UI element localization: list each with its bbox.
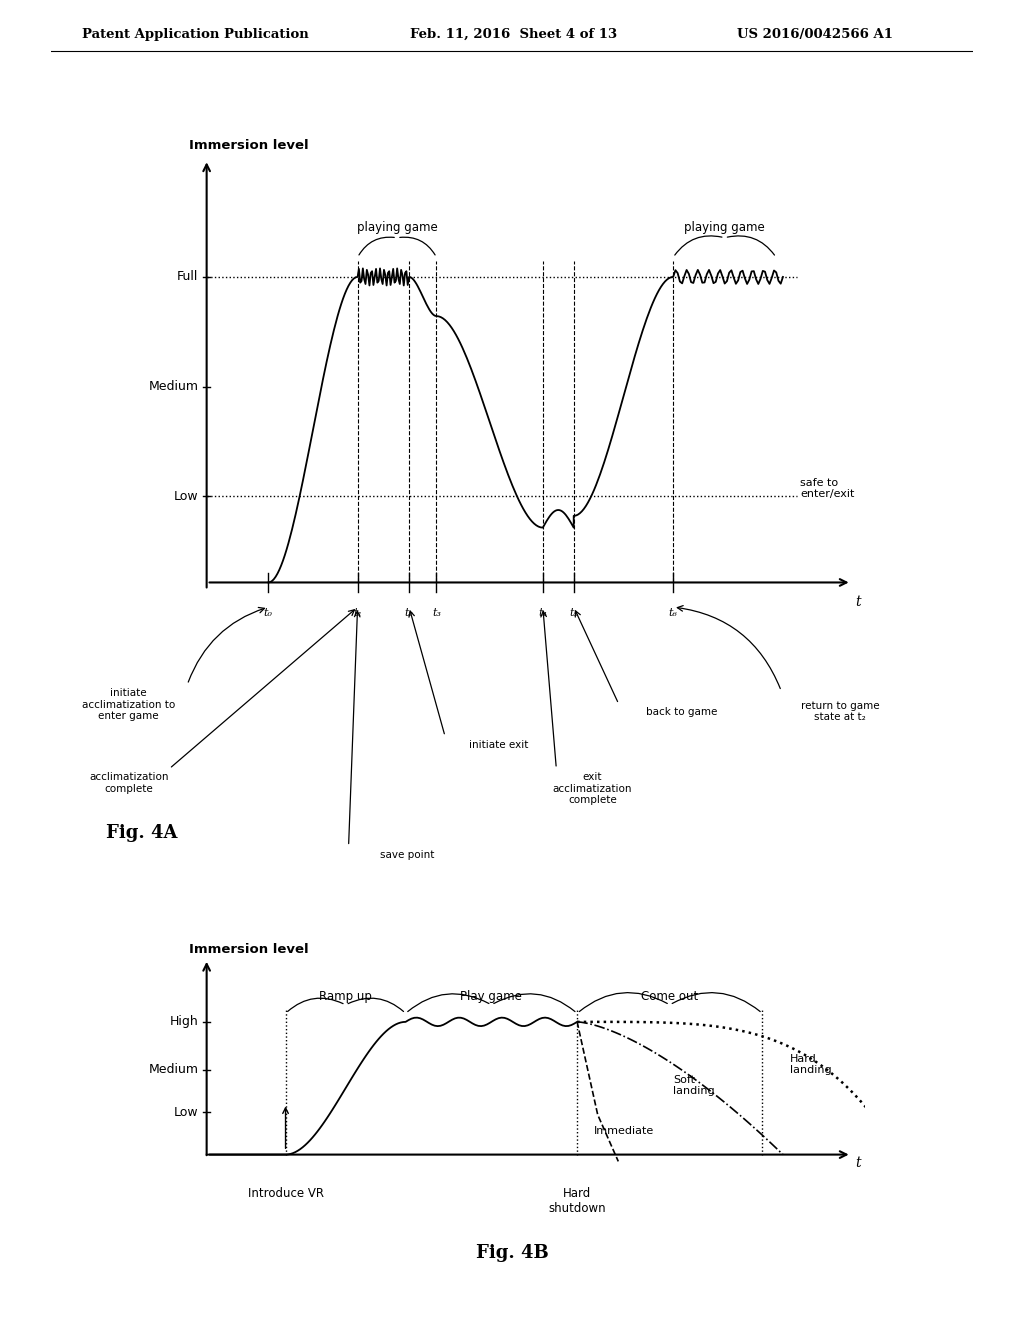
Text: Immersion level: Immersion level: [189, 942, 309, 956]
Text: US 2016/0042566 A1: US 2016/0042566 A1: [737, 28, 893, 41]
Text: save point: save point: [380, 850, 434, 859]
Text: Introduce VR: Introduce VR: [248, 1188, 324, 1200]
Text: safe to
enter/exit: safe to enter/exit: [800, 478, 854, 499]
Text: t₆: t₆: [669, 609, 678, 618]
Text: Immersion level: Immersion level: [189, 139, 309, 152]
Text: initiate exit: initiate exit: [469, 739, 528, 750]
Text: acclimatization
complete: acclimatization complete: [89, 772, 169, 793]
Text: Ramp up: Ramp up: [319, 990, 372, 1003]
Text: Low: Low: [174, 490, 199, 503]
Text: Come out: Come out: [641, 990, 698, 1003]
Text: t₄: t₄: [539, 609, 547, 618]
Text: t₂: t₂: [404, 609, 414, 618]
Text: Soft
landing: Soft landing: [673, 1074, 715, 1097]
Text: return to game
state at t₂: return to game state at t₂: [801, 701, 880, 722]
Text: Full: Full: [177, 271, 199, 284]
Text: High: High: [170, 1015, 199, 1028]
Text: Patent Application Publication: Patent Application Publication: [82, 28, 308, 41]
Text: Play game: Play game: [461, 990, 522, 1003]
Text: t₀: t₀: [264, 609, 272, 618]
Text: t₅: t₅: [569, 609, 579, 618]
Text: exit
acclimatization
complete: exit acclimatization complete: [553, 772, 632, 805]
Text: t₁: t₁: [353, 609, 362, 618]
Text: Low: Low: [174, 1106, 199, 1118]
Text: Immediate: Immediate: [594, 1126, 654, 1135]
Text: t: t: [855, 595, 860, 609]
Text: Hard
landing: Hard landing: [790, 1053, 831, 1074]
Text: Fig. 4A: Fig. 4A: [106, 825, 178, 842]
Text: Medium: Medium: [148, 1063, 199, 1076]
Text: playing game: playing game: [684, 220, 765, 234]
Text: Medium: Medium: [148, 380, 199, 393]
Text: Feb. 11, 2016  Sheet 4 of 13: Feb. 11, 2016 Sheet 4 of 13: [410, 28, 616, 41]
Text: initiate
acclimatization to
enter game: initiate acclimatization to enter game: [82, 688, 175, 721]
Text: Hard
shutdown: Hard shutdown: [548, 1188, 606, 1216]
Text: playing game: playing game: [356, 220, 437, 234]
Text: t₃: t₃: [432, 609, 441, 618]
Text: back to game: back to game: [646, 708, 718, 717]
Text: t: t: [855, 1156, 860, 1170]
Text: Fig. 4B: Fig. 4B: [475, 1243, 549, 1262]
